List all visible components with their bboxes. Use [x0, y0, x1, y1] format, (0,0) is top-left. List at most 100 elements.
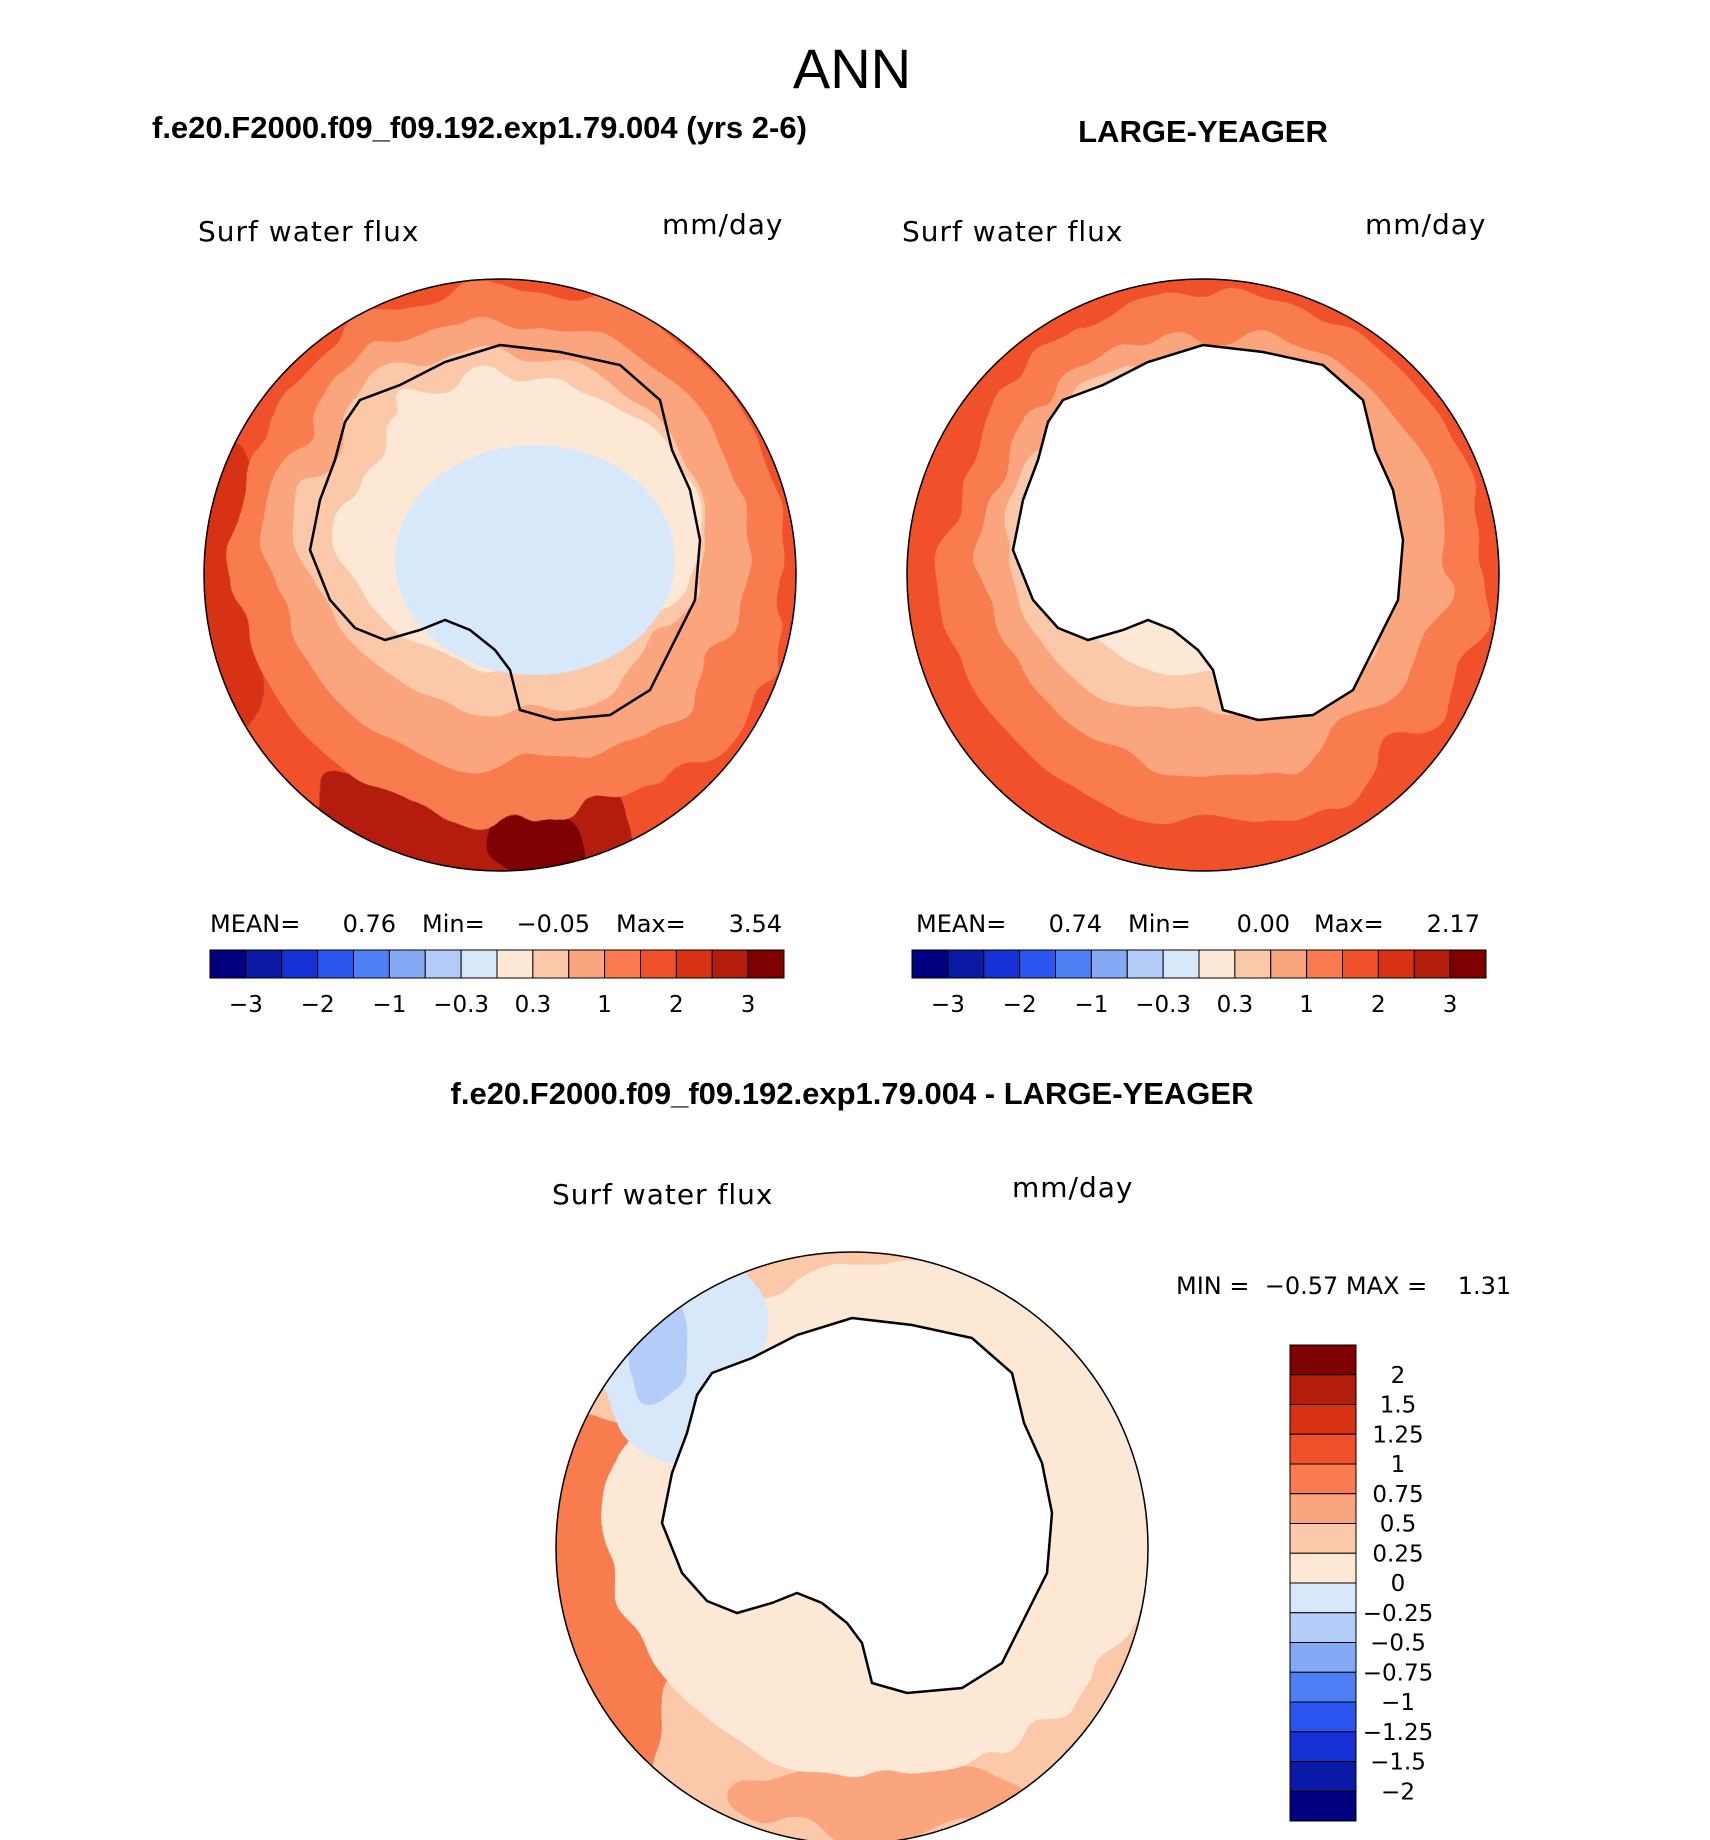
left-colorbar-swatch — [675, 949, 713, 979]
right-colorbar-swatch — [1198, 949, 1236, 979]
right-colorbar-swatch — [1449, 949, 1487, 979]
diff-colorbar-tick-label: 0.5 — [1380, 1512, 1417, 1538]
diff-colorbar-swatch — [1289, 1731, 1357, 1762]
right-max-label: Max= — [1314, 910, 1384, 938]
left-colorbar-swatch — [460, 949, 498, 979]
diff-colorbar-swatch — [1289, 1552, 1357, 1584]
left-colorbar-swatch — [281, 949, 319, 979]
left-mean-label: MEAN= — [210, 910, 300, 938]
left-colorbar-tick-label: 3 — [741, 992, 756, 1018]
diff-panel-title: f.e20.F2000.f09_f09.192.exp1.79.004 - LA… — [451, 1076, 1254, 1111]
left-colorbar-tick-label: −3 — [229, 992, 263, 1018]
diff-colorbar-swatch — [1289, 1493, 1357, 1524]
right-min-value: 0.00 — [1237, 910, 1290, 938]
right-map-border — [906, 278, 1500, 872]
diff-colorbar-swatch — [1289, 1790, 1357, 1822]
right-stats: MEAN= 0.74 Min= 0.00 Max= 2.17 — [916, 910, 1480, 938]
diff-colorbar-tick-label: −2 — [1381, 1779, 1415, 1805]
left-map-border — [203, 278, 797, 872]
left-colorbar-tick-label: −2 — [301, 992, 335, 1018]
diff-colorbar-swatch — [1289, 1642, 1357, 1673]
diff-units-label: mm/day — [1012, 1171, 1134, 1204]
right-colorbar-tick-label: 2 — [1371, 992, 1386, 1018]
diff-colorbar-tick-label: 1.25 — [1372, 1422, 1423, 1448]
right-mean-value: 0.74 — [1049, 910, 1102, 938]
left-colorbar-tick-label: 2 — [669, 992, 684, 1018]
diff-colorbar-swatch — [1289, 1701, 1357, 1733]
right-colorbar-swatch — [911, 949, 949, 979]
right-colorbar-tick-label: 1 — [1299, 992, 1314, 1018]
left-colorbar-swatch — [604, 949, 641, 979]
diff-map-coastline — [660, 1316, 1054, 1695]
left-min-label: Min= — [422, 910, 485, 938]
diff-minmax: MIN = −0.57 MAX = 1.31 — [1176, 1272, 1511, 1300]
left-colorbar-swatch — [209, 949, 247, 979]
diff-map-band-neg2 — [615, 1275, 695, 1405]
right-colorbar-swatch — [1270, 949, 1308, 979]
left-map-coastline — [308, 343, 702, 722]
left-map — [203, 278, 797, 872]
diff-colorbar-tick-label: 0.25 — [1372, 1541, 1423, 1567]
left-max-value: 3.54 — [729, 910, 782, 938]
left-colorbar-swatch — [317, 949, 354, 979]
left-colorbar-swatch — [496, 949, 534, 979]
diff-colorbar-swatch — [1289, 1463, 1357, 1495]
right-colorbar-swatch — [1126, 949, 1164, 979]
diff-colorbar-swatch — [1289, 1433, 1357, 1465]
left-colorbar-swatch — [640, 949, 677, 979]
diff-colorbar-swatch — [1289, 1761, 1357, 1792]
figure-title: ANN — [793, 37, 911, 100]
left-map-ice-negative — [395, 445, 675, 675]
diff-colorbar-tick-label: 1.5 — [1380, 1393, 1417, 1419]
diff-colorbar-swatch — [1289, 1344, 1357, 1376]
right-colorbar-swatch — [1162, 949, 1200, 979]
diff-colorbar-swatch — [1289, 1582, 1357, 1614]
diff-colorbar-swatch — [1289, 1523, 1357, 1554]
right-colorbar-swatch — [1413, 949, 1451, 979]
right-variable-label: Surf water flux — [902, 215, 1123, 248]
left-colorbar-swatch — [568, 949, 606, 979]
diff-colorbar-tick-label: −1.25 — [1363, 1720, 1433, 1746]
diff-colorbar-tick-label: −0.5 — [1370, 1631, 1426, 1657]
left-colorbar-swatch — [711, 949, 749, 979]
right-colorbar-swatch — [1377, 949, 1415, 979]
diff-colorbar-tick-label: 0 — [1391, 1571, 1406, 1597]
right-map — [906, 278, 1500, 872]
diff-colorbar-swatch — [1289, 1671, 1357, 1703]
right-colorbar-swatch — [1019, 949, 1056, 979]
right-colorbar-swatch — [947, 949, 985, 979]
right-map-coastline — [1011, 343, 1405, 722]
right-colorbar-tick-label: −0.3 — [1135, 992, 1191, 1018]
right-units-label: mm/day — [1365, 208, 1487, 241]
left-colorbar-swatch — [388, 949, 426, 979]
diff-colorbar-tick-label: 2 — [1391, 1363, 1406, 1389]
left-min-value: −0.05 — [516, 910, 590, 938]
right-max-value: 2.17 — [1427, 910, 1480, 938]
diff-map — [555, 1251, 1149, 1840]
diff-map-band-south — [730, 1760, 1030, 1840]
diff-colorbar-swatch — [1289, 1404, 1357, 1435]
right-colorbar-swatch — [1055, 949, 1092, 979]
left-colorbar-tick-label: −0.3 — [433, 992, 489, 1018]
right-colorbar-swatch — [1342, 949, 1379, 979]
left-colorbar-swatch — [424, 949, 462, 979]
right-colorbar-tick-label: 0.3 — [1217, 992, 1254, 1018]
right-colorbar-swatch — [1306, 949, 1343, 979]
left-colorbar-tick-label: 1 — [597, 992, 612, 1018]
left-stats: MEAN= 0.76 Min= −0.05 Max= 3.54 — [210, 910, 782, 938]
diff-colorbar-tick-label: 1 — [1391, 1452, 1406, 1478]
right-colorbar-swatch — [1090, 949, 1128, 979]
right-colorbar-tick-label: 3 — [1443, 992, 1458, 1018]
diff-colorbar-tick-label: −1.5 — [1370, 1750, 1426, 1776]
left-panel-title: f.e20.F2000.f09_f09.192.exp1.79.004 (yrs… — [152, 110, 807, 145]
diff-colorbar-tick-label: −0.75 — [1363, 1660, 1433, 1686]
right-mean-label: MEAN= — [916, 910, 1006, 938]
right-colorbar-swatch — [983, 949, 1021, 979]
right-panel-title: LARGE-YEAGER — [1078, 114, 1328, 149]
right-colorbar-tick-label: −3 — [931, 992, 965, 1018]
diff-colorbar-tick-label: 0.75 — [1372, 1482, 1423, 1508]
right-min-label: Min= — [1128, 910, 1191, 938]
left-colorbar-swatch — [353, 949, 390, 979]
right-colorbar: −3 −2 −1 −0.3 0.3 1 2 3 — [911, 949, 1487, 1018]
